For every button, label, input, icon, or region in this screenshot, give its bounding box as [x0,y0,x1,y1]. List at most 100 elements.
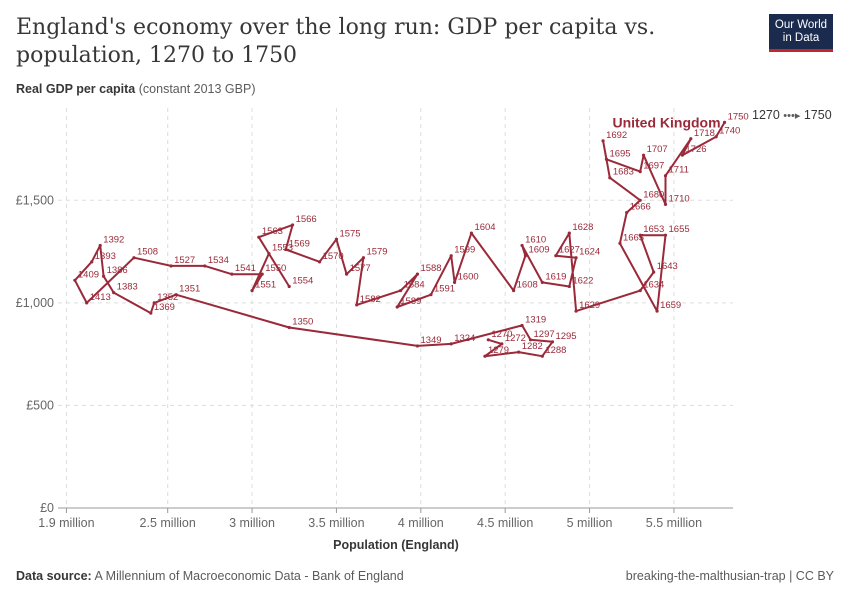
x-tick-label: 4 million [398,516,444,530]
point-year-label: 1740 [719,126,740,137]
data-point[interactable] [567,284,571,289]
data-point[interactable] [663,174,668,178]
data-source-text[interactable]: A Millennium of Macroeconomic Data - Ban… [94,569,404,583]
point-year-label: 1653 [643,224,664,235]
point-year-label: 1279 [488,345,509,356]
data-point[interactable] [574,256,578,260]
data-point[interactable] [517,350,521,354]
data-point[interactable] [520,243,524,248]
data-source-label: Data source: [16,569,92,583]
point-year-label: 1655 [669,224,690,235]
data-point[interactable] [361,256,366,260]
data-point[interactable] [554,254,558,258]
data-point[interactable] [112,291,116,295]
data-point[interactable] [355,303,359,307]
data-point[interactable] [449,342,453,346]
point-year-label: 1695 [609,148,630,159]
data-point[interactable] [638,198,642,202]
data-point[interactable] [101,274,106,278]
data-point[interactable] [625,211,629,215]
data-point[interactable] [152,301,156,305]
data-point[interactable] [512,288,516,293]
x-tick-label: 5.5 million [646,516,702,530]
data-point[interactable] [287,284,291,289]
x-axis-label: Population (England) [333,538,459,552]
data-point[interactable] [284,247,288,252]
point-year-label: 1554 [292,275,313,286]
data-point[interactable] [149,311,153,315]
owid-logo[interactable]: Our World in Data [769,14,833,52]
data-point[interactable] [203,264,207,268]
data-point[interactable] [601,139,605,143]
data-point[interactable] [618,241,622,245]
data-point[interactable] [398,288,403,293]
data-point[interactable] [415,272,420,276]
x-tick-label: 1.9 million [38,516,94,530]
data-point[interactable] [85,301,89,305]
point-year-label: 1629 [579,300,600,311]
data-point[interactable] [500,342,504,346]
point-year-label: 1534 [208,255,229,266]
data-point[interactable] [132,256,136,260]
data-point[interactable] [663,202,668,207]
data-point[interactable] [714,135,718,139]
data-point[interactable] [638,288,642,293]
data-point[interactable] [680,153,684,157]
data-point[interactable] [90,260,94,264]
data-point[interactable] [260,272,264,276]
data-point[interactable] [267,252,271,256]
data-point[interactable] [344,272,349,276]
data-point[interactable] [655,309,659,313]
data-point[interactable] [567,231,571,235]
point-year-label: 1288 [545,345,566,356]
data-point[interactable] [722,120,727,124]
data-point[interactable] [523,254,528,258]
data-point[interactable] [287,325,291,330]
point-year-label: 1604 [474,222,495,233]
data-point[interactable] [452,280,457,284]
data-point[interactable] [395,305,399,309]
data-point[interactable] [290,223,295,227]
data-point[interactable] [98,243,102,248]
point-year-label: 1588 [420,263,441,274]
point-year-label: 1692 [606,130,627,141]
y-tick-label: £1,000 [16,296,54,310]
data-point[interactable] [540,354,544,358]
data-point[interactable] [528,338,533,342]
data-point[interactable] [449,254,453,258]
data-point[interactable] [257,235,261,239]
point-year-label: 1710 [669,193,690,204]
point-year-label: 1570 [323,251,344,262]
data-point[interactable] [73,278,77,282]
data-point[interactable] [230,272,234,276]
data-point[interactable] [250,288,254,293]
data-point[interactable] [317,260,322,264]
data-point[interactable] [429,293,433,297]
data-point[interactable] [169,264,173,268]
data-point[interactable] [540,280,544,284]
point-year-label: 1369 [154,302,175,313]
point-year-label: 1659 [660,300,681,311]
data-point[interactable] [652,270,656,274]
data-point[interactable] [574,309,578,313]
data-point[interactable] [638,233,642,237]
footer-slug[interactable]: breaking-the-malthusian-trap | CC BY [625,569,834,583]
time-range-legend[interactable]: 1270 •••▸ 1750 [752,108,832,122]
data-point[interactable] [663,233,668,237]
data-point[interactable] [334,237,339,241]
data-point[interactable] [604,157,609,161]
point-year-label: 1627 [559,245,580,256]
grid-lines [58,108,733,509]
data-point[interactable] [550,340,555,344]
data-point[interactable] [641,153,646,157]
data-point[interactable] [469,231,474,235]
data-point[interactable] [483,354,487,358]
data-point[interactable] [520,323,524,328]
data-point[interactable] [174,293,178,297]
data-point[interactable] [638,169,642,174]
data-point[interactable] [689,137,693,141]
point-year-label: 1609 [528,245,549,256]
data-point[interactable] [486,338,490,342]
data-point[interactable] [608,176,612,180]
data-point[interactable] [415,344,420,348]
